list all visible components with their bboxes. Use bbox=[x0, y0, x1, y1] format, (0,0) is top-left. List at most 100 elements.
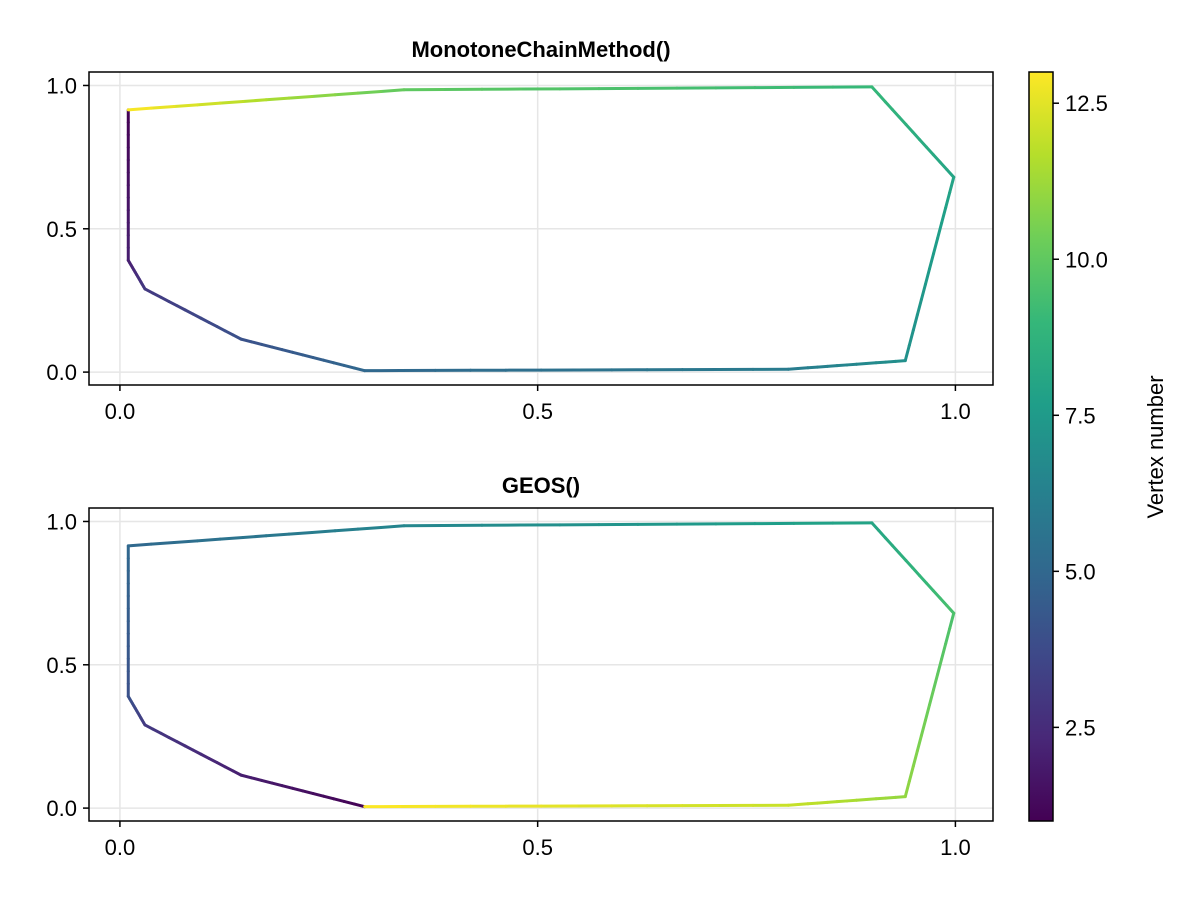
hull-edge-segment bbox=[264, 96, 291, 102]
hull-edge-segment bbox=[940, 206, 948, 225]
hull-edge-segment bbox=[938, 160, 949, 172]
hull-edge-segment bbox=[215, 325, 227, 333]
hull-edge-segment bbox=[311, 792, 325, 798]
colorbar-tick-label: 2.5 bbox=[1065, 715, 1096, 740]
hull-edge-segment bbox=[884, 795, 898, 800]
colorbar-tick-label: 10.0 bbox=[1065, 247, 1108, 272]
colorbar-label: Vertex number bbox=[1143, 375, 1168, 518]
hull-edge-segment bbox=[835, 363, 849, 368]
hull-edge-segment bbox=[126, 106, 153, 112]
hull-edge-segment bbox=[333, 91, 360, 97]
hull-edge-segment bbox=[207, 320, 219, 329]
y-tick-label: 1.0 bbox=[46, 509, 77, 534]
hull-edge-segment bbox=[321, 358, 336, 365]
hull-edge-segment bbox=[931, 589, 942, 600]
hull-edge-segment bbox=[907, 764, 915, 783]
y-tick-label: 0.0 bbox=[46, 360, 77, 385]
y-tick-label: 1.0 bbox=[46, 73, 77, 98]
hull-edge-segment bbox=[915, 733, 923, 753]
panel-geos: GEOS() 0.0 0.5 1.0 0.0 0.5 1.0 bbox=[46, 473, 994, 860]
hull-edge-segment bbox=[911, 749, 919, 768]
hull-edge-segment bbox=[884, 536, 894, 547]
hull-edge-segment bbox=[167, 736, 179, 744]
panel-monotone-chain: MonotoneChainMethod() 0.0 0.5 1.0 0.0 0.5 1.0 bbox=[46, 37, 994, 424]
hull-edge-segment bbox=[175, 304, 187, 312]
hull-edge-segment bbox=[907, 328, 915, 347]
hull-edge-segment bbox=[352, 802, 367, 809]
hull-edge-segment bbox=[806, 801, 820, 806]
hull-edge-segment bbox=[825, 364, 839, 368]
x-tick-label: 1.0 bbox=[940, 399, 971, 424]
hull-edge-segment bbox=[280, 784, 295, 790]
hull-edge-segment bbox=[172, 539, 199, 544]
hull-edge-segment bbox=[342, 363, 356, 370]
hull-edge-segment bbox=[897, 551, 908, 563]
hull-edge-segment bbox=[241, 98, 268, 103]
hull-edge-segment bbox=[218, 535, 245, 541]
hull-edge-segment bbox=[183, 744, 195, 752]
hull-edge-segment bbox=[923, 267, 932, 286]
hull-edge-segment bbox=[936, 657, 944, 676]
hull-edge-segment bbox=[149, 540, 176, 546]
hull-edge-segment bbox=[870, 85, 881, 96]
hull-edge-segment bbox=[835, 799, 849, 804]
hull-edge-segment bbox=[199, 752, 211, 760]
hull-edge-segment bbox=[864, 797, 878, 802]
hull-edge-segment bbox=[919, 718, 927, 737]
hull-edge-segment bbox=[379, 88, 406, 93]
hull-edge-segment bbox=[207, 756, 219, 765]
hull-edge-segment bbox=[855, 798, 868, 802]
hull-edge-segment bbox=[175, 740, 187, 748]
hull-edge-segment bbox=[945, 604, 956, 615]
hull-edge-segment bbox=[874, 360, 888, 365]
x-tick-label: 0.0 bbox=[105, 835, 136, 860]
hull-edge-segment bbox=[928, 252, 936, 271]
hull-edge-segment bbox=[332, 361, 346, 367]
hull-edge-segment bbox=[915, 297, 923, 317]
hull-edge-segment bbox=[940, 642, 948, 661]
hull-edge-segment bbox=[356, 525, 383, 531]
panel-title: GEOS() bbox=[502, 473, 580, 498]
hull-edge-segment bbox=[903, 343, 911, 363]
hull-edge-segment bbox=[249, 340, 264, 346]
hull-edge-segment bbox=[877, 92, 888, 104]
hull-edge-segment bbox=[911, 130, 922, 142]
colorbar-tick-label: 7.5 bbox=[1065, 403, 1096, 428]
hull-edge-segment bbox=[911, 313, 919, 332]
hull-edge-segment bbox=[249, 776, 264, 782]
hull-edge-segment bbox=[195, 101, 222, 107]
hull-edge-segment bbox=[919, 282, 927, 301]
hull-edge-segment bbox=[352, 366, 367, 373]
colorbar-gradient bbox=[1028, 71, 1054, 822]
hull-edge-segment bbox=[944, 626, 952, 646]
hull-edge-segment bbox=[159, 295, 171, 304]
hull-edge-segment bbox=[270, 345, 284, 352]
x-tick-label: 0.5 bbox=[522, 835, 553, 860]
hull-edge-segment bbox=[287, 530, 314, 536]
hull-edge-segment bbox=[911, 566, 922, 578]
hull-edge-segment bbox=[845, 798, 859, 803]
hull-edge-segment bbox=[342, 799, 356, 806]
hull-edge-segment bbox=[845, 362, 859, 367]
hull-edge-segment bbox=[877, 528, 888, 540]
hull-edge-segment bbox=[280, 348, 295, 354]
hull-edge-segment bbox=[231, 333, 243, 341]
hull-edge-segment bbox=[903, 779, 911, 799]
hull-edge-segment bbox=[291, 350, 305, 357]
hull-edge-segment bbox=[928, 688, 936, 707]
hull-edge-segment bbox=[183, 308, 195, 316]
colorbar-tick-label: 5.0 bbox=[1065, 559, 1096, 584]
hull-edge-segment bbox=[825, 800, 839, 804]
y-tick-label: 0.5 bbox=[46, 653, 77, 678]
hull-edge-segment bbox=[231, 769, 243, 777]
hull-edge-segment bbox=[936, 221, 944, 240]
hull-edge-segment bbox=[932, 672, 940, 692]
hull-edge-segment bbox=[260, 342, 274, 349]
hull-edge-segment bbox=[126, 542, 153, 548]
hull-edge-segment bbox=[816, 800, 829, 805]
hull-edge-segment bbox=[786, 367, 800, 371]
hull-edge-segment bbox=[356, 89, 383, 95]
hull-edge-segment bbox=[167, 300, 179, 308]
hull-edge-segment bbox=[884, 359, 898, 364]
hull-edge-segment bbox=[874, 796, 888, 801]
